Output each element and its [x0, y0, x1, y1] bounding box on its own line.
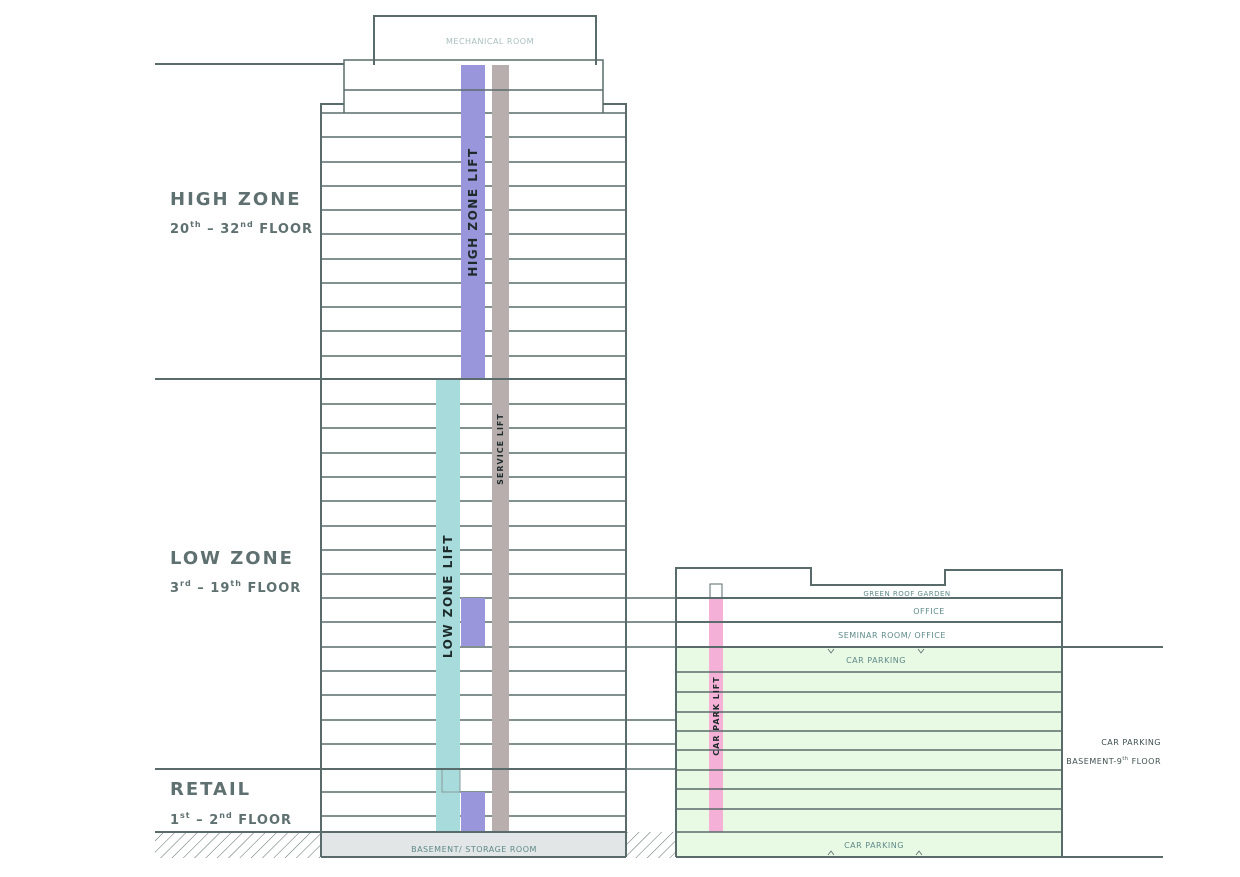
retail-floors: 1st – 2nd FLOOR	[170, 811, 292, 828]
car-park-lift-shaft	[709, 598, 723, 832]
mechanical-room-outline	[373, 15, 597, 65]
seminar-label: SEMINAR ROOM/ OFFICE	[838, 631, 946, 640]
ramp-markers	[827, 648, 925, 856]
car-park-lift-top-box	[709, 583, 723, 599]
tower-outline	[320, 103, 627, 857]
ground-hatch-left	[155, 832, 320, 858]
high-zone-lift-label: HIGH ZONE LIFT	[466, 147, 480, 276]
side-car-parking-label: CAR PARKING	[1101, 738, 1161, 747]
car-park-building-outline	[675, 567, 1063, 857]
ground-hatch-middle	[627, 832, 675, 858]
office-label: OFFICE	[913, 607, 945, 616]
low-zone-floors: 3rd – 19th FLOOR	[170, 579, 301, 596]
upper-setback-outline	[343, 59, 604, 113]
car-park-floor-lines	[676, 671, 1062, 833]
basement-storage-fill	[321, 832, 626, 857]
high-zone-lift-lower-shaft	[461, 598, 485, 646]
service-lift-label: SERVICE LIFT	[496, 413, 505, 485]
high-zone-lift-shaft	[461, 65, 485, 379]
basement-storage-label: BASEMENT/ STORAGE ROOM	[411, 845, 537, 854]
connector-lines	[626, 597, 676, 770]
service-lift-shaft	[492, 65, 509, 832]
high-zone-floors: 20th – 32nd FLOOR	[170, 220, 313, 237]
car-parking-top-label: CAR PARKING	[846, 656, 906, 665]
car-park-fill	[676, 647, 1062, 857]
car-parking-bottom-label: CAR PARKING	[844, 841, 904, 850]
low-zone-title: LOW ZONE	[170, 548, 294, 569]
green-roof-label: GREEN ROOF GARDEN	[863, 590, 950, 598]
high-zone-lift-base-shaft	[461, 792, 485, 832]
low-zone-lift-label: LOW ZONE LIFT	[441, 534, 455, 658]
mechanical-room-label: MECHANICAL ROOM	[446, 37, 534, 46]
low-zone-lift-shaft	[436, 379, 460, 832]
high-zone-title: HIGH ZONE	[170, 189, 302, 210]
car-park-lift-label: CAR PARK LIFT	[712, 676, 721, 755]
retail-title: RETAIL	[170, 779, 251, 800]
side-basement-floor-label: BASEMENT-9th FLOOR	[1066, 756, 1161, 766]
